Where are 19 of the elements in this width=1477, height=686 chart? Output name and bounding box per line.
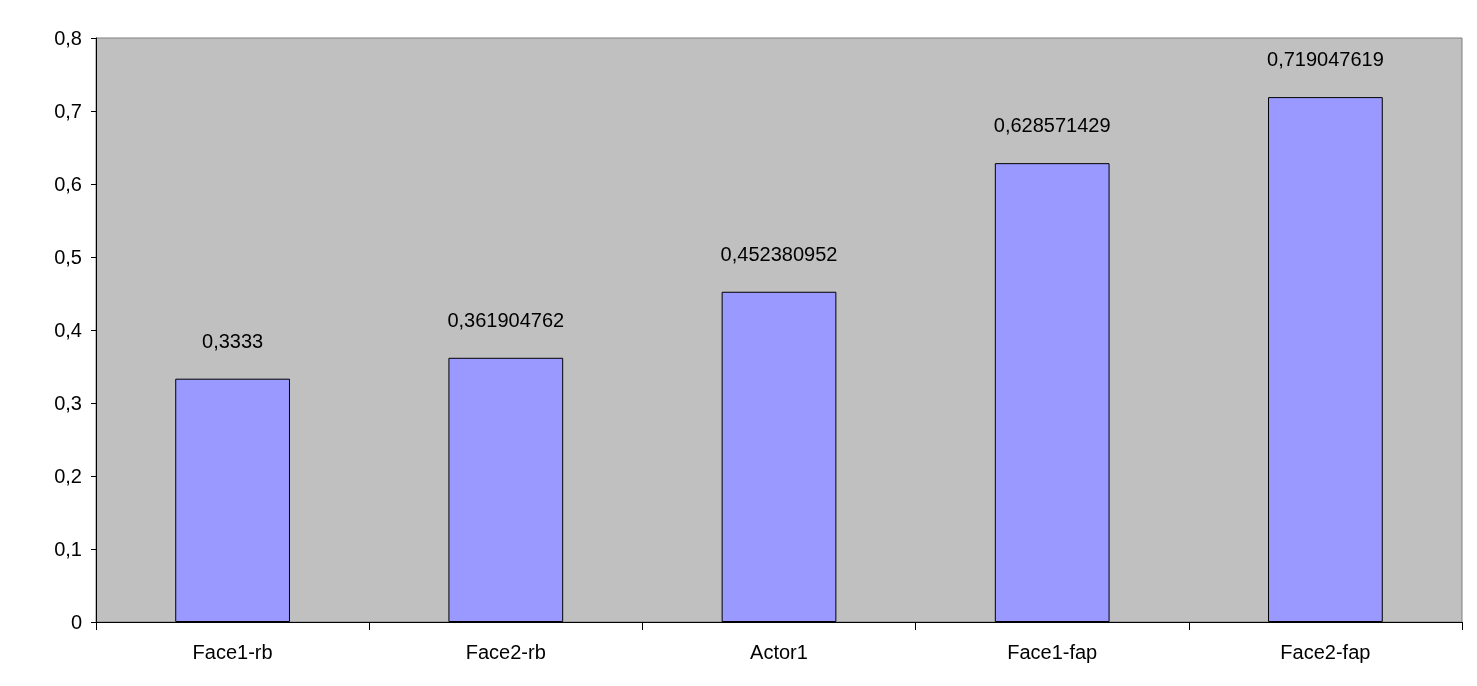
data-label: 0,3333 — [202, 329, 264, 352]
y-tick-label: 0,8 — [54, 27, 82, 49]
data-label: 0,628571429 — [993, 114, 1111, 137]
y-tick-label: 0,5 — [54, 246, 82, 268]
y-tick-label: 0 — [70, 611, 82, 633]
y-tick-label: 0,4 — [54, 319, 82, 341]
y-tick-label: 0,6 — [54, 173, 82, 195]
x-tick-label: Face2-rb — [465, 641, 546, 663]
data-label: 0,361904762 — [447, 308, 565, 331]
y-tick-label: 0,1 — [54, 538, 82, 560]
y-tick-label: 0,2 — [54, 465, 82, 487]
y-tick-label: 0,7 — [54, 100, 82, 122]
x-tick-label: Face1-rb — [192, 641, 273, 663]
data-label: 0,719047619 — [1267, 48, 1384, 71]
x-tick-label: Actor1 — [750, 641, 808, 663]
x-tick-label: Face1-fap — [1007, 641, 1098, 663]
y-tick-label: 0,3 — [54, 392, 82, 414]
data-label: 0,452380952 — [720, 242, 838, 265]
x-tick-label: Face2-fap — [1280, 641, 1371, 663]
